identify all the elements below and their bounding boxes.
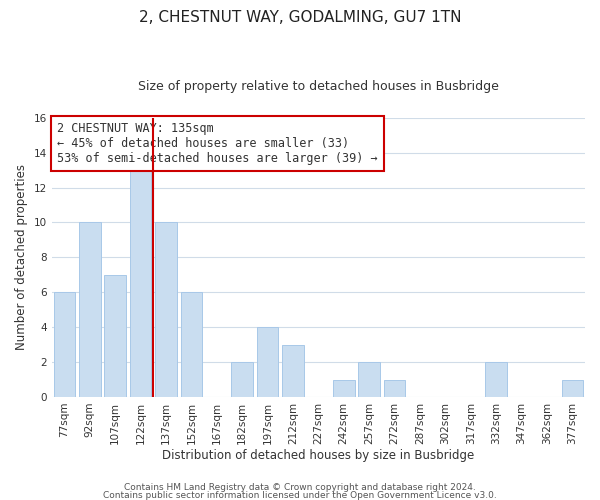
X-axis label: Distribution of detached houses by size in Busbridge: Distribution of detached houses by size …: [162, 450, 475, 462]
Title: Size of property relative to detached houses in Busbridge: Size of property relative to detached ho…: [138, 80, 499, 93]
Y-axis label: Number of detached properties: Number of detached properties: [15, 164, 28, 350]
Bar: [232, 362, 253, 397]
Bar: [181, 292, 202, 397]
Bar: [53, 292, 75, 397]
Bar: [79, 222, 101, 397]
Text: Contains HM Land Registry data © Crown copyright and database right 2024.: Contains HM Land Registry data © Crown c…: [124, 484, 476, 492]
Bar: [257, 327, 278, 397]
Text: 2, CHESTNUT WAY, GODALMING, GU7 1TN: 2, CHESTNUT WAY, GODALMING, GU7 1TN: [139, 10, 461, 25]
Bar: [384, 380, 406, 397]
Bar: [155, 222, 177, 397]
Text: 2 CHESTNUT WAY: 135sqm
← 45% of detached houses are smaller (33)
53% of semi-det: 2 CHESTNUT WAY: 135sqm ← 45% of detached…: [57, 122, 377, 165]
Bar: [562, 380, 583, 397]
Bar: [358, 362, 380, 397]
Bar: [282, 344, 304, 397]
Bar: [333, 380, 355, 397]
Bar: [130, 170, 151, 397]
Bar: [485, 362, 507, 397]
Bar: [104, 275, 126, 397]
Text: Contains public sector information licensed under the Open Government Licence v3: Contains public sector information licen…: [103, 490, 497, 500]
